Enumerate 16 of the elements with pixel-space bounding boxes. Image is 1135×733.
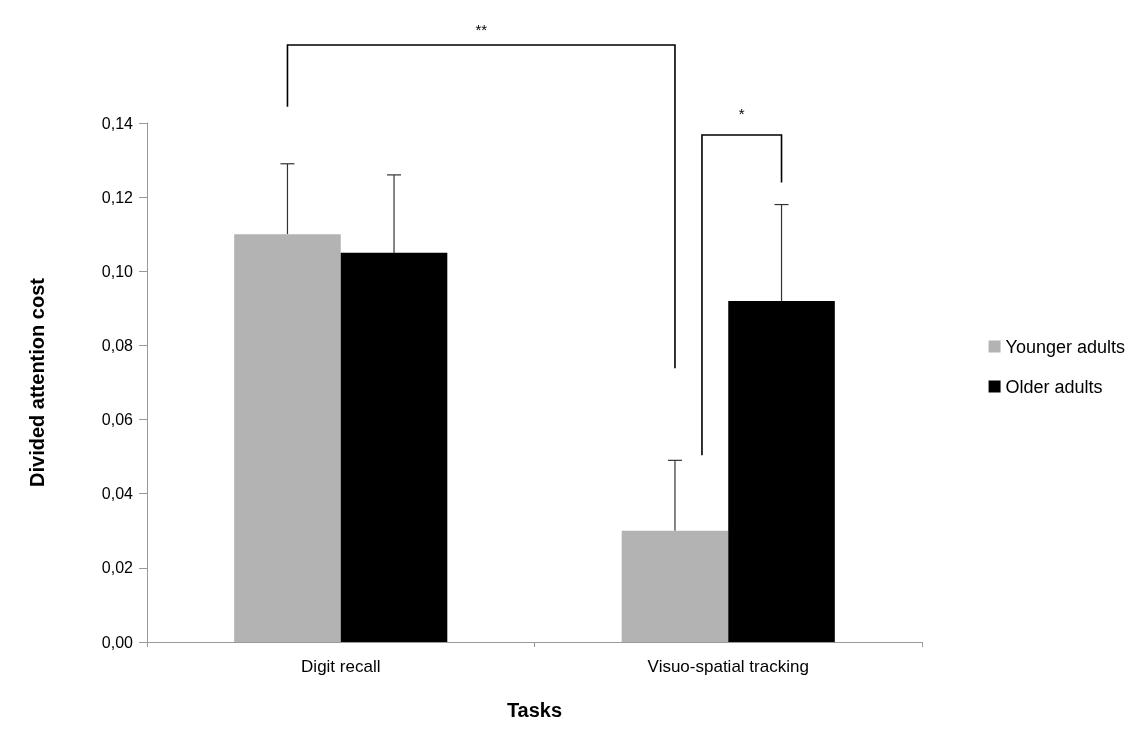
text: ** — [475, 20, 488, 38]
y-tick-label: 0,08 — [101, 336, 134, 354]
legend-label: Older adults — [1005, 376, 1103, 397]
y-axis-title: Divided attention cost — [26, 277, 48, 487]
x-axis-title: Tasks — [506, 699, 563, 721]
legend-label: Younger adults — [1005, 336, 1125, 357]
y-tick-label: 0,02 — [101, 559, 134, 577]
x-tick-label: Visuo-spatial tracking — [647, 657, 809, 676]
y-tick-label: 0,06 — [101, 411, 134, 429]
text: * — [738, 104, 745, 122]
y-tick-label: 0,14 — [101, 114, 134, 132]
x-tick-label: Digit recall — [301, 657, 381, 676]
y-tick-label: 0,12 — [101, 188, 134, 206]
y-tick-label: 0,00 — [101, 633, 134, 651]
y-tick-label: 0,04 — [101, 485, 134, 503]
y-tick-label: 0,10 — [101, 262, 134, 280]
